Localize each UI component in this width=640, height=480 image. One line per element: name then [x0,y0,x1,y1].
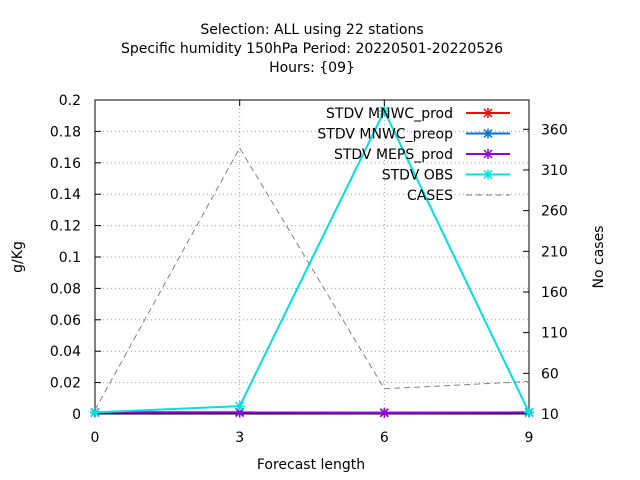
y-tick-label: 0.02 [50,376,81,392]
y2-tick-label: 210 [541,244,568,260]
x-tick-label: 6 [380,430,389,446]
y-tick-label: 0.06 [50,313,81,329]
x-tick-label: 3 [235,430,244,446]
series-line [94,108,530,414]
y-tick-label: 0.1 [59,250,81,266]
legend-label: STDV MNWC_prod [326,106,453,122]
legend-label: STDV MEPS_prod [334,147,453,163]
chart-title: Selection: ALL using 22 stations Specifi… [121,22,503,76]
title-line-1: Selection: ALL using 22 stations [200,22,423,38]
series-cases [94,146,530,411]
legend: STDV MNWC_prod STDV MNWC_preop STDV MEPS_p… [317,106,510,204]
y2-axis-label: No cases [591,226,607,289]
y-axis-label: g/Kg [10,241,26,273]
y2-tick-label: 10 [541,407,559,423]
y2-tick-label: 360 [541,122,568,138]
y2-tick-label: 310 [541,163,568,179]
y2-tick-label: 110 [541,326,568,342]
y2-tick-label: 160 [541,285,568,301]
series-layer [90,105,534,418]
legend-label: STDV MNWC_preop [317,127,453,143]
y-tick-label: 0 [72,407,81,423]
title-line-2: Specific humidity 150hPa Period: 2022050… [121,41,503,57]
series-stdv-obs [90,105,534,418]
legend-label: CASES [407,188,453,204]
axes: 0 3 6 9 0 0.02 0.04 0.06 0.08 0.1 0.12 0.14 0.16 0.18… [50,93,568,446]
title-line-3: Hours: {09} [269,60,355,76]
y2-tick-label: 60 [541,366,559,382]
y-tick-label: 0.08 [50,281,81,297]
y-tick-label: 0.04 [50,344,81,360]
y-tick-label: 0.2 [59,93,81,109]
legend-label: STDV OBS [382,168,453,184]
series-line [94,146,530,411]
y2-tick-label: 260 [541,204,568,220]
x-tick-label: 9 [525,430,534,446]
x-tick-label: 0 [91,430,100,446]
y-tick-label: 0.16 [50,156,81,172]
y-tick-label: 0.14 [50,187,81,203]
y-tick-label: 0.18 [50,124,81,140]
y-tick-label: 0.12 [50,219,81,235]
x-axis-label: Forecast length [257,457,365,473]
